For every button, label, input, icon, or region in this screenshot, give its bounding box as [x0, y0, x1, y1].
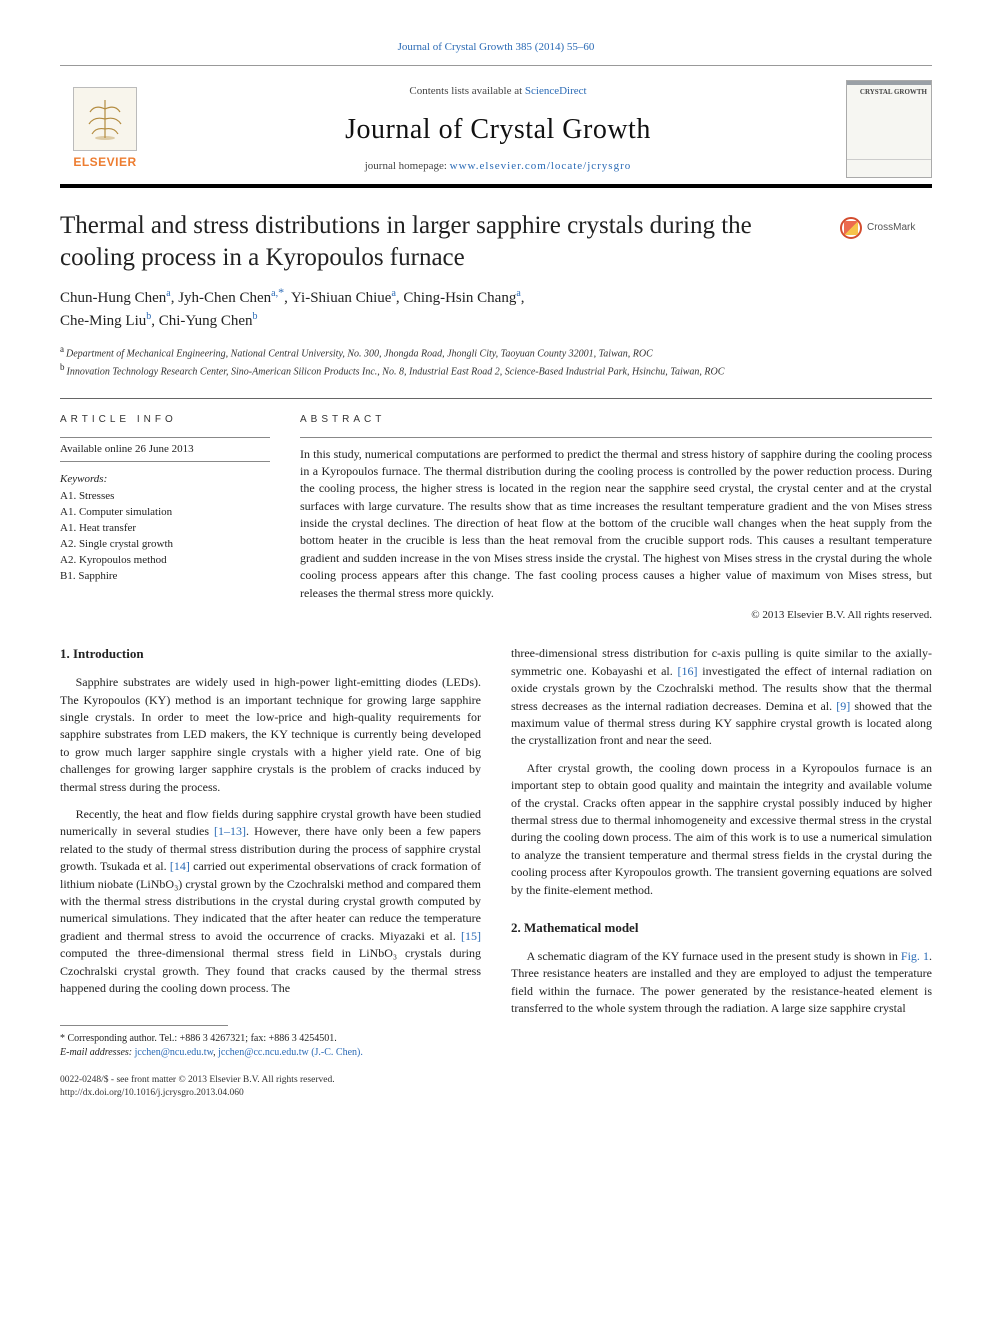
- contents-list-line: Contents lists available at ScienceDirec…: [409, 84, 586, 99]
- section-1-heading: 1. Introduction: [60, 645, 481, 664]
- email-1[interactable]: jcchen@ncu.edu.tw: [135, 1047, 214, 1058]
- author-list: Chun-Hung Chena, Jyh-Chen Chena,*, Yi-Sh…: [60, 283, 932, 333]
- citation-15[interactable]: [15]: [461, 929, 481, 943]
- available-online: Available online 26 June 2013: [60, 437, 270, 462]
- article-title: Thermal and stress distributions in larg…: [60, 210, 826, 273]
- citation-1-13[interactable]: [1–13]: [214, 824, 246, 838]
- sciencedirect-link[interactable]: ScienceDirect: [525, 85, 587, 97]
- author-1: Chun-Hung Chen: [60, 290, 166, 306]
- author-5-aff: b: [146, 311, 151, 322]
- elsevier-wordmark: ELSEVIER: [73, 154, 136, 171]
- homepage-line: journal homepage: www.elsevier.com/locat…: [365, 159, 632, 174]
- keyword-item: B1. Sapphire: [60, 569, 270, 585]
- journal-header-center: Contents lists available at ScienceDirec…: [168, 80, 828, 178]
- citation-9[interactable]: [9]: [836, 699, 850, 713]
- intro-p3: three-dimensional stress distribution fo…: [511, 645, 932, 749]
- author-3: Yi-Shiuan Chiue: [291, 290, 391, 306]
- email-label: E-mail addresses:: [60, 1047, 135, 1058]
- citation-14[interactable]: [14]: [170, 859, 190, 873]
- intro-p4: After crystal growth, the cooling down p…: [511, 760, 932, 899]
- model-p1: A schematic diagram of the KY furnace us…: [511, 948, 932, 1018]
- citation-16[interactable]: [16]: [678, 664, 698, 678]
- cover-title: CRYSTAL GROWTH: [847, 85, 931, 101]
- corresponding-author-line: * Corresponding author. Tel.: +886 3 426…: [60, 1032, 481, 1046]
- crossmark-label: CrossMark: [867, 221, 915, 235]
- abstract-heading: abstract: [300, 413, 932, 427]
- author-4-aff: a: [516, 288, 520, 299]
- journal-cover-thumb: CRYSTAL GROWTH: [846, 80, 932, 178]
- keyword-item: A1. Computer simulation: [60, 505, 270, 521]
- author-6-aff: b: [253, 311, 258, 322]
- homepage-prefix: journal homepage:: [365, 160, 450, 172]
- author-1-aff: a: [166, 288, 170, 299]
- article-info-heading: article info: [60, 413, 270, 427]
- keywords-heading: Keywords:: [60, 472, 270, 487]
- journal-name: Journal of Crystal Growth: [345, 110, 651, 149]
- keyword-item: A2. Single crystal growth: [60, 537, 270, 553]
- abstract-copyright: © 2013 Elsevier B.V. All rights reserved…: [300, 608, 932, 623]
- article-info: article info Available online 26 June 20…: [60, 413, 270, 624]
- elsevier-logo: ELSEVIER: [60, 80, 150, 178]
- abstract: abstract In this study, numerical comput…: [300, 413, 932, 624]
- keywords-list: A1. Stresses A1. Computer simulation A1.…: [60, 489, 270, 585]
- left-column: 1. Introduction Sapphire substrates are …: [60, 645, 481, 1060]
- journal-header: ELSEVIER Contents lists available at Sci…: [60, 65, 932, 188]
- doi-line: http://dx.doi.org/10.1016/j.jcrysgro.201…: [60, 1087, 932, 1100]
- affiliation-b: Innovation Technology Research Center, S…: [67, 367, 725, 378]
- affiliation-a: Department of Mechanical Engineering, Na…: [66, 348, 653, 359]
- bottom-meta: 0022-0248/$ - see front matter © 2013 El…: [60, 1074, 932, 1100]
- homepage-link[interactable]: www.elsevier.com/locate/jcrysgro: [450, 160, 632, 172]
- crossmark-icon: [840, 217, 862, 239]
- author-6: Chi-Yung Chen: [159, 313, 253, 329]
- journal-citation[interactable]: Journal of Crystal Growth 385 (2014) 55–…: [60, 40, 932, 55]
- author-5: Che-Ming Liu: [60, 313, 146, 329]
- corresponding-star: *: [278, 285, 284, 299]
- intro-p2: Recently, the heat and flow fields durin…: [60, 806, 481, 997]
- right-column: three-dimensional stress distribution fo…: [511, 645, 932, 1060]
- keyword-item: A1. Heat transfer: [60, 521, 270, 537]
- article-body: 1. Introduction Sapphire substrates are …: [60, 645, 932, 1060]
- abstract-body: In this study, numerical computations ar…: [300, 437, 932, 603]
- keyword-item: A2. Kyropoulos method: [60, 553, 270, 569]
- affiliations: aDepartment of Mechanical Engineering, N…: [60, 343, 932, 380]
- email-2[interactable]: jcchen@cc.ncu.edu.tw (J.-C. Chen).: [218, 1047, 363, 1058]
- author-3-aff: a: [391, 288, 395, 299]
- author-4: Ching-Hsin Chang: [403, 290, 516, 306]
- intro-p1: Sapphire substrates are widely used in h…: [60, 674, 481, 796]
- elsevier-tree-icon: [73, 87, 137, 151]
- crossmark-badge[interactable]: CrossMark: [840, 216, 932, 240]
- keyword-item: A1. Stresses: [60, 489, 270, 505]
- issn-line: 0022-0248/$ - see front matter © 2013 El…: [60, 1074, 932, 1087]
- contents-prefix: Contents lists available at: [409, 85, 524, 97]
- corresponding-footnote: * Corresponding author. Tel.: +886 3 426…: [60, 1032, 481, 1060]
- author-2: Jyh-Chen Chen: [178, 290, 271, 306]
- section-2-heading: 2. Mathematical model: [511, 919, 932, 938]
- figure-ref-1[interactable]: Fig. 1: [901, 949, 929, 963]
